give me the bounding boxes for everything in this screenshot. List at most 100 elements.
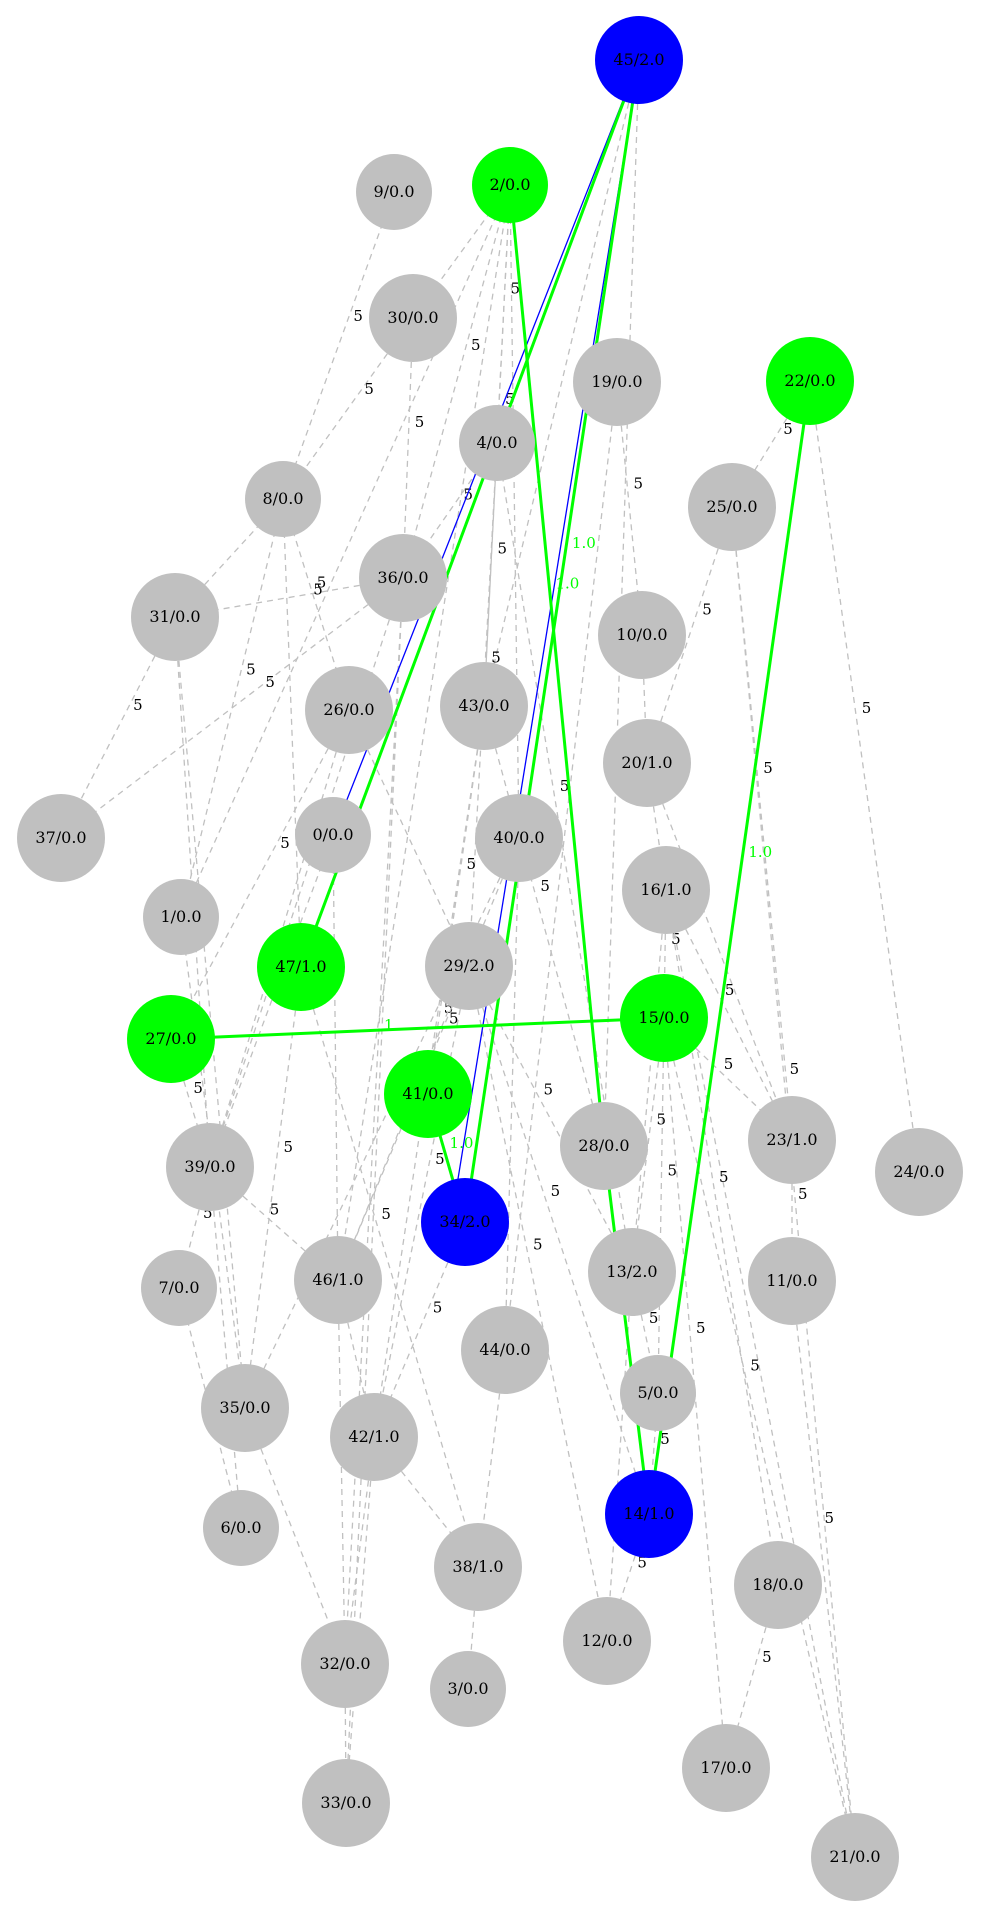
edge-label-41-34: 1.0 bbox=[450, 1134, 474, 1152]
edge-label-4-43: 5 bbox=[498, 539, 508, 557]
node-label-45: 45/2.0 bbox=[613, 50, 664, 69]
edge-40-44 bbox=[504, 837, 520, 1351]
edge-label-29-14: 5 bbox=[551, 1182, 561, 1200]
node-label-17: 17/0.0 bbox=[700, 1758, 751, 1777]
edge-label-26-27: 5 bbox=[280, 834, 290, 852]
edge-label-9-8: 5 bbox=[353, 307, 363, 325]
node-label-20: 20/1.0 bbox=[621, 753, 672, 772]
edge-29-42 bbox=[373, 965, 470, 1438]
node-label-43: 43/0.0 bbox=[458, 696, 509, 715]
edge-40-46 bbox=[337, 837, 520, 1281]
node-label-42: 42/1.0 bbox=[348, 1427, 399, 1446]
node-34: 34/2.0 bbox=[421, 1178, 509, 1266]
node-27: 27/0.0 bbox=[127, 995, 215, 1083]
node-label-30: 30/0.0 bbox=[387, 308, 438, 327]
edge-label-27-15: 1 bbox=[384, 1016, 394, 1034]
node-circle-11 bbox=[748, 1237, 836, 1325]
edge-0-46 bbox=[332, 834, 339, 1281]
node-label-44: 44/0.0 bbox=[479, 1340, 530, 1359]
edge-16-18 bbox=[665, 889, 779, 1586]
node-6: 6/0.0 bbox=[203, 1490, 279, 1566]
edge-26-27 bbox=[170, 709, 350, 1040]
node-circle-35 bbox=[201, 1364, 289, 1452]
edge-46-32 bbox=[337, 1279, 346, 1665]
edge-0-39 bbox=[209, 834, 334, 1168]
edge-47-35 bbox=[244, 966, 302, 1409]
node-circle-28 bbox=[560, 1102, 648, 1190]
node-circle-31 bbox=[131, 573, 219, 661]
node-circle-3 bbox=[430, 1651, 506, 1727]
edge-26-29 bbox=[348, 709, 470, 967]
edge-label-22-25: 5 bbox=[783, 420, 793, 438]
edge-22-14 bbox=[647, 380, 812, 1515]
node-46: 46/1.0 bbox=[294, 1236, 382, 1324]
node-26: 26/0.0 bbox=[305, 666, 393, 754]
edge-label-40-46: 5 bbox=[449, 1010, 459, 1028]
node-label-11: 11/0.0 bbox=[766, 1271, 817, 1290]
node-circle-18 bbox=[734, 1541, 822, 1629]
node-circle-2 bbox=[472, 147, 548, 223]
node-0: 0/0.0 bbox=[295, 797, 371, 873]
edge-45-34 bbox=[463, 59, 641, 1223]
edge-label-34-42: 5 bbox=[433, 1298, 443, 1316]
node-circle-29 bbox=[425, 922, 513, 1010]
node-label-3: 3/0.0 bbox=[447, 1679, 488, 1698]
edge-label-2-28: 1.0 bbox=[555, 575, 579, 593]
node-label-5: 5/0.0 bbox=[637, 1383, 678, 1402]
node-44: 44/0.0 bbox=[461, 1306, 549, 1394]
edge-label-15-21: 5 bbox=[750, 1356, 760, 1374]
node-circle-15 bbox=[620, 974, 708, 1062]
node-37: 37/0.0 bbox=[17, 794, 105, 882]
node-28: 28/0.0 bbox=[560, 1102, 648, 1190]
edge-25-23 bbox=[731, 506, 793, 1141]
edge-36-39 bbox=[209, 577, 404, 1168]
node-label-26: 26/0.0 bbox=[323, 700, 374, 719]
node-circle-43 bbox=[440, 662, 528, 750]
node-label-33: 33/0.0 bbox=[320, 1793, 371, 1812]
edge-label-22-14: 1.0 bbox=[748, 843, 772, 861]
node-label-38: 38/1.0 bbox=[452, 1557, 503, 1576]
node-circle-0 bbox=[295, 797, 371, 873]
node-circle-10 bbox=[598, 591, 686, 679]
edge-4-13 bbox=[496, 442, 633, 1273]
node-17: 17/0.0 bbox=[682, 1724, 770, 1812]
node-20: 20/1.0 bbox=[603, 719, 691, 807]
node-10: 10/0.0 bbox=[598, 591, 686, 679]
edge-36-33 bbox=[345, 577, 404, 1804]
node-40: 40/0.0 bbox=[475, 794, 563, 882]
node-circle-41 bbox=[384, 1050, 472, 1138]
node-label-2: 2/0.0 bbox=[489, 175, 530, 194]
edge-label-29-13: 5 bbox=[543, 1081, 553, 1099]
edge-label-2-4: 5 bbox=[511, 279, 521, 297]
node-label-27: 27/0.0 bbox=[145, 1029, 196, 1048]
node-label-41: 41/0.0 bbox=[402, 1084, 453, 1103]
node-label-32: 32/0.0 bbox=[319, 1654, 370, 1673]
edge-label-2-36: 5 bbox=[471, 336, 481, 354]
node-30: 30/0.0 bbox=[369, 274, 457, 362]
node-circle-22 bbox=[766, 337, 854, 425]
node-45: 45/2.0 bbox=[595, 16, 683, 104]
node-22: 22/0.0 bbox=[766, 337, 854, 425]
node-circle-12 bbox=[563, 1597, 651, 1685]
node-36: 36/0.0 bbox=[359, 534, 447, 622]
edge-45-34 bbox=[450, 63, 640, 1223]
edge-label-4-36: 5 bbox=[464, 486, 474, 504]
edge-29-14 bbox=[468, 965, 650, 1515]
node-13: 13/2.0 bbox=[588, 1228, 676, 1316]
node-circle-33 bbox=[302, 1759, 390, 1847]
edge-8-1 bbox=[180, 498, 284, 918]
edge-label-27-39: 5 bbox=[193, 1079, 203, 1097]
node-label-31: 31/0.0 bbox=[149, 607, 200, 626]
node-label-21: 21/0.0 bbox=[829, 1847, 880, 1866]
node-circle-36 bbox=[359, 534, 447, 622]
node-1: 1/0.0 bbox=[143, 879, 219, 955]
node-label-1: 1/0.0 bbox=[160, 907, 201, 926]
node-circle-13 bbox=[588, 1228, 676, 1316]
node-label-18: 18/0.0 bbox=[752, 1575, 803, 1594]
node-circle-34 bbox=[421, 1178, 509, 1266]
edge-label-25-20: 5 bbox=[702, 601, 712, 619]
edge-47-38 bbox=[300, 966, 479, 1568]
node-label-14: 14/1.0 bbox=[623, 1504, 674, 1523]
edge-label-36-31: 5 bbox=[313, 580, 323, 598]
